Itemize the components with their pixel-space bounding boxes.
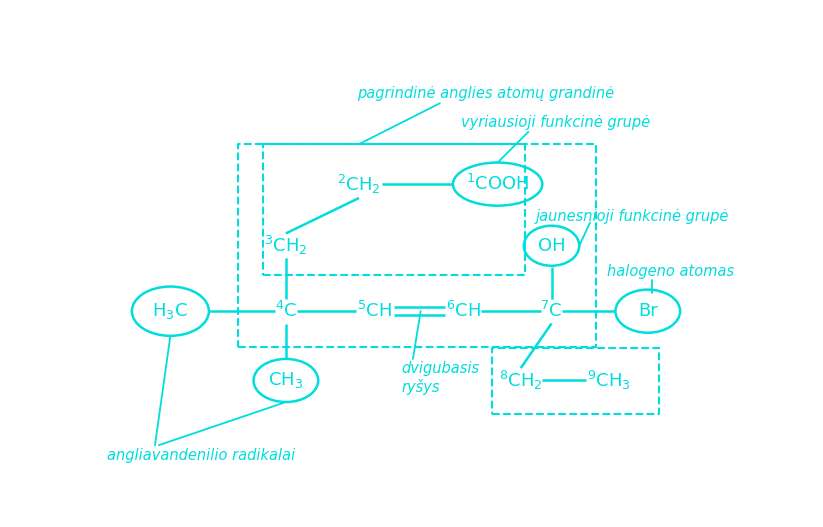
Text: H$_3$C: H$_3$C [152, 301, 188, 321]
Text: $^3$CH$_2$: $^3$CH$_2$ [264, 234, 308, 257]
Text: jaunesnioji funkcinė grupė: jaunesnioji funkcinė grupė [536, 209, 729, 224]
Text: $^8$CH$_2$: $^8$CH$_2$ [499, 369, 542, 392]
Text: $^{\mathit{1}}$COOH: $^{\mathit{1}}$COOH [466, 174, 529, 194]
Text: halogeno atomas: halogeno atomas [607, 264, 734, 279]
Text: angliavandenilio radikalai: angliavandenilio radikalai [107, 447, 295, 463]
Text: vyriausioji funkcinė grupė: vyriausioji funkcinė grupė [461, 115, 650, 130]
Text: OH: OH [537, 237, 565, 255]
Text: CH$_3$: CH$_3$ [268, 370, 304, 391]
Text: $^4$C: $^4$C [275, 301, 297, 321]
Text: $^6$CH: $^6$CH [445, 301, 481, 321]
Text: $^9$CH$_3$: $^9$CH$_3$ [588, 369, 631, 392]
Text: $^5$CH: $^5$CH [357, 301, 392, 321]
Text: dvigubasis
ryšys: dvigubasis ryšys [402, 362, 480, 395]
Text: pagrindinė anglies atomų grandinė: pagrindinė anglies atomų grandinė [357, 86, 615, 101]
Text: $^7$C: $^7$C [541, 301, 563, 321]
Text: Br: Br [638, 302, 658, 320]
Text: $^2$CH$_2$: $^2$CH$_2$ [337, 172, 381, 196]
